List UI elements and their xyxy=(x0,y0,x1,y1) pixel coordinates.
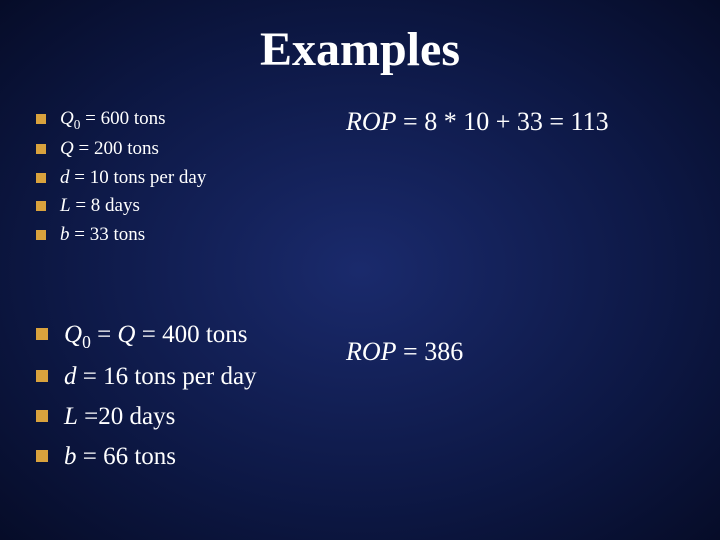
rop-formula-2: ROP = 386 xyxy=(346,337,700,367)
list-item: d = 10 tons per day xyxy=(36,166,346,191)
content-area: Q0 = 600 tons Q = 200 tons d = 10 tons p… xyxy=(0,107,720,480)
item-text: b = 33 tons xyxy=(60,223,145,248)
list-item: b = 66 tons xyxy=(36,440,346,474)
example-group-2: Q0 = Q = 400 tons d = 16 tons per day L … xyxy=(36,318,346,474)
bullet-icon xyxy=(36,450,48,462)
rop-formula-1: ROP = 8 * 10 + 33 = 113 xyxy=(346,107,700,137)
bullet-icon xyxy=(36,201,46,211)
left-column: Q0 = 600 tons Q = 200 tons d = 10 tons p… xyxy=(36,107,346,480)
item-text: L = 8 days xyxy=(60,194,140,219)
list-item: L = 8 days xyxy=(36,194,346,219)
list-item: Q = 200 tons xyxy=(36,137,346,162)
item-text: L =20 days xyxy=(64,400,175,434)
list-item: b = 33 tons xyxy=(36,223,346,248)
example-group-1: Q0 = 600 tons Q = 200 tons d = 10 tons p… xyxy=(36,107,346,248)
list-item: L =20 days xyxy=(36,400,346,434)
bullet-icon xyxy=(36,328,48,340)
item-text: d = 10 tons per day xyxy=(60,166,206,191)
slide-title: Examples xyxy=(0,0,720,107)
list-item: Q0 = 600 tons xyxy=(36,107,346,133)
bullet-icon xyxy=(36,173,46,183)
item-text: Q0 = 600 tons xyxy=(60,107,166,133)
bullet-icon xyxy=(36,370,48,382)
bullet-icon xyxy=(36,230,46,240)
list-item: Q0 = Q = 400 tons xyxy=(36,318,346,355)
item-text: Q = 200 tons xyxy=(60,137,159,162)
item-text: Q0 = Q = 400 tons xyxy=(64,318,248,355)
item-text: d = 16 tons per day xyxy=(64,360,257,394)
bullet-icon xyxy=(36,410,48,422)
bullet-icon xyxy=(36,114,46,124)
list-item: d = 16 tons per day xyxy=(36,360,346,394)
bullet-icon xyxy=(36,144,46,154)
right-column: ROP = 8 * 10 + 33 = 113 ROP = 386 xyxy=(346,107,700,480)
item-text: b = 66 tons xyxy=(64,440,176,474)
